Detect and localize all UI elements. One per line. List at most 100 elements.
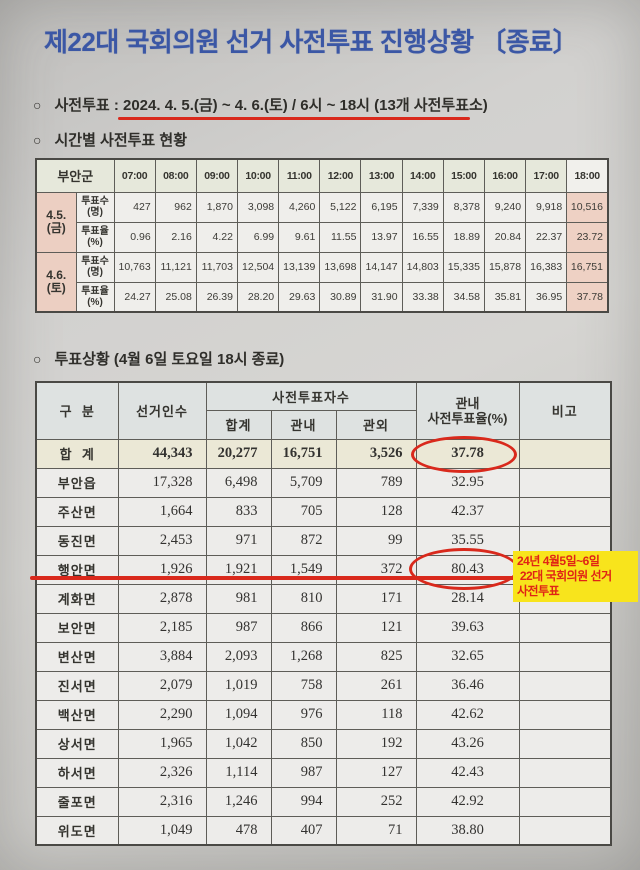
outside-cell: 118 (335, 699, 417, 730)
electors-cell: 2,079 (117, 670, 207, 701)
hourly-rate-cell: 4.22 (195, 221, 238, 253)
time-header-cell: 11:00 (278, 158, 321, 193)
table-row: 보안면 2,185 987 866 121 39.63 (35, 612, 612, 643)
time-header-cell: 09:00 (195, 158, 238, 193)
district-name-cell: 위도면 (35, 815, 119, 846)
note-cell (518, 699, 612, 730)
hourly-rate-cell: 0.96 (113, 221, 156, 253)
rate-cell: 43.26 (415, 728, 520, 759)
hourly-rate-cell: 29.63 (278, 281, 321, 313)
note-cell (518, 525, 612, 556)
electors-cell: 1,664 (117, 496, 207, 527)
inside-cell: 16,751 (270, 438, 337, 469)
hourly-count-cell: 427 (113, 191, 156, 223)
hourly-rate-cell: 36.95 (525, 281, 568, 313)
hourly-count-row-0406: 4.6. (토) 투표수 (명) 10,763 11,121 11,703 12,50… (35, 251, 609, 313)
outside-cell: 192 (335, 728, 417, 759)
note-cell (518, 786, 612, 817)
prevote-total-cell: 1,094 (205, 699, 272, 730)
yellow-note-line: 사전투표 (517, 584, 560, 598)
note-cell (518, 757, 612, 788)
district-name-cell: 백산면 (35, 699, 119, 730)
outside-cell: 825 (335, 641, 417, 672)
table-row: 동진면 2,453 971 872 99 35.55 (35, 525, 612, 556)
district-name-cell: 부안읍 (35, 467, 119, 498)
outside-cell: 3,526 (335, 438, 417, 469)
electors-cell: 3,884 (117, 641, 207, 672)
hourly-count-cell: 15,335 (442, 251, 485, 283)
hourly-rate-cell: 9.61 (278, 221, 321, 253)
hourly-count-cell: 8,378 (442, 191, 485, 223)
outside-cell: 171 (335, 583, 417, 614)
note-cell (518, 670, 612, 701)
outside-cell: 121 (335, 612, 417, 643)
hourly-count-cell: 6,195 (360, 191, 403, 223)
prevote-total-cell: 2,093 (205, 641, 272, 672)
circle-bullet-icon: ○ (33, 96, 42, 113)
note-cell (518, 815, 612, 846)
rate-cell: 28.14 (415, 583, 520, 614)
table-row: 하서면 2,326 1,114 987 127 42.43 (35, 757, 612, 788)
hourly-count-cell: 7,339 (401, 191, 444, 223)
hourly-rate-cell: 34.58 (442, 281, 485, 313)
electors-cell: 2,326 (117, 757, 207, 788)
hourly-rate-cell: 35.81 (483, 281, 527, 313)
col-header-note: 비고 (518, 381, 612, 440)
rate-label-cell: 투표율 (%) (75, 221, 115, 253)
inside-cell: 810 (270, 583, 337, 614)
prevote-period-text: 사전투표 : 2024. 4. 5.(금) ~ 4. 6.(토) / 6시 ~ … (54, 97, 488, 114)
hourly-rate-cell: 22.37 (525, 221, 568, 253)
inside-cell: 758 (270, 670, 337, 701)
outside-cell: 71 (335, 815, 417, 846)
hourly-table: 부안군 07:00 08:00 09:00 10:00 11:00 12:00 13:00 1… (35, 158, 609, 313)
hourly-rate-cell: 33.38 (401, 281, 444, 313)
hourly-rate-cell: 2.16 (154, 221, 197, 253)
circle-bullet-icon: ○ (33, 350, 42, 367)
hourly-header-row: 부안군 07:00 08:00 09:00 10:00 11:00 12:00 13:00 1… (35, 158, 609, 193)
district-name-cell: 줄포면 (35, 786, 119, 817)
hourly-count-cell: 14,147 (360, 251, 403, 283)
table-row: 위도면 1,049 478 407 71 38.80 (35, 815, 612, 846)
hourly-rate-cell: 24.27 (113, 281, 156, 313)
hourly-rate-cell: 11.55 (319, 221, 362, 253)
note-cell (518, 641, 612, 672)
hourly-count-cell: 10,763 (113, 251, 156, 283)
time-header-cell: 17:00 (525, 158, 568, 193)
hourly-count-cell: 4,260 (278, 191, 321, 223)
inside-cell: 987 (270, 757, 337, 788)
rate-cell: 42.62 (415, 699, 520, 730)
district-name-cell: 합 계 (35, 438, 119, 469)
hourly-rate-cell: 20.84 (483, 221, 527, 253)
inside-cell: 976 (270, 699, 337, 730)
inside-cell: 872 (270, 525, 337, 556)
outside-cell: 261 (335, 670, 417, 701)
district-name-cell: 변산면 (35, 641, 119, 672)
col-header-outside: 관외 (335, 409, 417, 440)
hourly-count-cell: 10,516 (566, 191, 609, 223)
prevote-total-cell: 987 (205, 612, 272, 643)
prevote-total-cell: 981 (205, 583, 272, 614)
hourly-rate-cell: 13.97 (360, 221, 403, 253)
note-cell (518, 467, 612, 498)
hourly-count-cell: 12,504 (236, 251, 280, 283)
electors-cell: 2,316 (117, 786, 207, 817)
outside-cell: 128 (335, 496, 417, 527)
prevote-total-cell: 20,277 (205, 438, 272, 469)
hourly-count-cell: 3,098 (236, 191, 280, 223)
table-row: 변산면 3,884 2,093 1,268 825 32.65 (35, 641, 612, 672)
prevote-total-cell: 833 (205, 496, 272, 527)
hourly-count-cell: 16,383 (525, 251, 568, 283)
prevote-total-cell: 1,019 (205, 670, 272, 701)
outside-cell: 127 (335, 757, 417, 788)
rate-cell: 32.65 (415, 641, 520, 672)
rate-cell: 38.80 (415, 815, 520, 846)
hourly-count-cell: 15,878 (483, 251, 527, 283)
status-table-header: 구 분 선거인수 사전투표자수 관내 사전투표율(%) 비고 합계 관내 관외 (35, 381, 612, 440)
outside-cell: 99 (335, 525, 417, 556)
yellow-annotation-note: 24년 4월5일~6일 22대 국회의원 선거 사전투표 (513, 551, 638, 602)
status-table-body: 부안읍 17,328 6,498 5,709 789 32.95 주산면 1,6… (35, 467, 612, 846)
hourly-rate-cell: 23.72 (566, 221, 609, 253)
table-row: 부안읍 17,328 6,498 5,709 789 32.95 (35, 467, 612, 498)
status-heading-line: ○ 투표상황 (4월 6일 토요일 18시 종료) (33, 348, 284, 369)
time-header-cell: 10:00 (236, 158, 280, 193)
